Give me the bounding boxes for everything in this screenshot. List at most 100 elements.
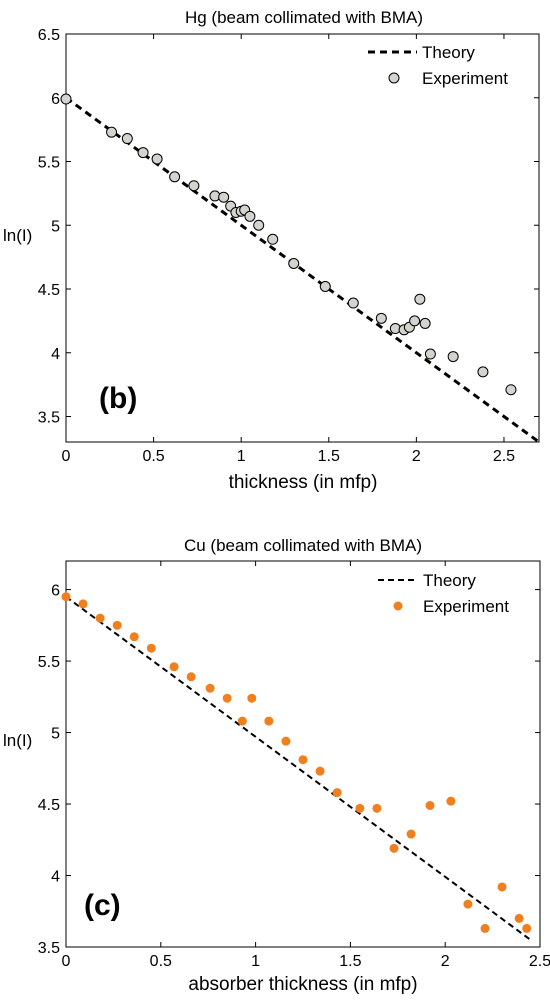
experiment-point: [237, 716, 247, 726]
legend-experiment-label: Experiment: [423, 597, 509, 616]
experiment-point: [78, 599, 88, 609]
experiment-point: [169, 662, 179, 672]
legend-theory-label: Theory: [422, 43, 475, 62]
experiment-point: [137, 147, 149, 159]
experiment-point: [319, 280, 331, 292]
panel-label: (c): [84, 889, 121, 922]
y-tick-label: 5.5: [38, 654, 60, 671]
x-tick-label: 2.5: [529, 953, 550, 970]
experiment-point: [188, 180, 200, 192]
y-tick-label: 4.5: [38, 282, 60, 299]
y-tick-label: 5: [51, 726, 60, 743]
plot-area: [65, 33, 540, 443]
experiment-point: [522, 923, 532, 933]
axis-ticks: 0 0.5 1 1.5 2 2.5 3.5 4 4.5 5 5.5 6 6.5: [38, 27, 539, 465]
legend-theory-label: Theory: [423, 571, 476, 590]
experiment-point: [514, 913, 524, 923]
experiment-point: [205, 683, 215, 693]
experiment-point: [264, 716, 274, 726]
experiment-point: [60, 93, 72, 105]
x-tick-label: 2: [441, 953, 450, 970]
x-axis-label: thickness (in mfp): [229, 472, 378, 493]
plot-area: [65, 560, 541, 948]
x-axis-label: absorber thickness (in mfp): [188, 974, 417, 995]
experiment-point: [355, 803, 365, 813]
experiment-point: [112, 620, 122, 630]
experiment-point: [372, 803, 382, 813]
experiment-point: [281, 736, 291, 746]
experiment-point: [389, 843, 399, 853]
x-tick-label: 0: [62, 448, 71, 465]
chart-title: Cu (beam collimated with BMA): [184, 536, 422, 555]
y-axis-label: ln(I): [3, 731, 32, 750]
y-tick-label: 3.5: [38, 940, 60, 957]
experiment-point: [106, 126, 118, 138]
experiment-point: [505, 384, 517, 396]
experiment-point: [375, 312, 387, 324]
experiment-point: [218, 191, 230, 203]
experiment-point: [247, 693, 257, 703]
x-tick-label: 0: [62, 953, 71, 970]
y-tick-label: 3.5: [38, 410, 60, 427]
experiment-point: [121, 133, 133, 145]
y-tick-label: 4: [51, 346, 60, 363]
experiment-point: [151, 153, 163, 165]
experiment-point: [298, 755, 308, 765]
experiment-point: [424, 348, 436, 360]
experiment-point: [480, 923, 490, 933]
chart-hg: Hg (beam collimated with BMA) 0 0.5 1 1.5 2 2…: [3, 8, 540, 493]
experiment-point: [186, 672, 196, 682]
experiment-point: [414, 293, 426, 305]
experiment-point: [425, 800, 435, 810]
experiment-point: [267, 233, 279, 245]
experiment-point: [222, 693, 232, 703]
y-tick-label: 5: [51, 218, 60, 235]
experiment-point: [477, 366, 489, 378]
axis-ticks: 0 0.5 1 1.5 2 2.5 3.5 4 4.5 5 5.5 6: [38, 561, 550, 970]
chart-cu: Cu (beam collimated with BMA) 0 0.5 1 1.5 2 2…: [3, 536, 550, 995]
experiment-point: [315, 766, 325, 776]
experiment-point: [446, 796, 456, 806]
y-tick-label: 6: [51, 91, 60, 108]
experiment-point: [61, 592, 71, 602]
x-tick-label: 2.5: [493, 448, 515, 465]
experiment-point: [406, 829, 416, 839]
x-tick-label: 1: [237, 448, 246, 465]
experiment-point: [419, 317, 431, 329]
experiment-point: [347, 297, 359, 309]
x-tick-label: 0.5: [142, 448, 164, 465]
experiment-point: [146, 643, 156, 653]
experiment-point: [409, 315, 421, 327]
x-tick-label: 0.5: [150, 953, 172, 970]
experiment-point: [253, 219, 265, 231]
legend-experiment-marker: [393, 601, 403, 611]
panel-label: (b): [99, 382, 137, 415]
data-marks: [60, 93, 540, 444]
x-tick-label: 1.5: [318, 448, 340, 465]
legend-experiment-marker: [388, 72, 400, 84]
y-tick-label: 6: [51, 583, 60, 600]
y-tick-label: 4: [51, 869, 60, 886]
experiment-point: [129, 632, 139, 642]
experiment-point: [447, 351, 459, 363]
data-marks: [61, 592, 532, 941]
y-tick-label: 4.5: [38, 797, 60, 814]
chart-title: Hg (beam collimated with BMA): [185, 8, 423, 27]
x-tick-label: 2: [412, 448, 421, 465]
x-tick-label: 1: [251, 953, 260, 970]
experiment-point: [95, 613, 105, 623]
experiment-point: [288, 258, 300, 269]
experiment-point: [497, 882, 507, 892]
experiment-point: [463, 899, 473, 909]
experiment-point: [244, 210, 256, 222]
theory-line: [65, 595, 532, 941]
experiment-point: [169, 171, 181, 183]
y-axis-label: ln(I): [3, 226, 32, 245]
legend-experiment-label: Experiment: [422, 69, 508, 88]
experiment-point: [332, 788, 342, 798]
legend: Theory Experiment: [368, 43, 508, 88]
x-tick-label: 1.5: [339, 953, 361, 970]
y-tick-label: 6.5: [38, 27, 60, 44]
y-tick-label: 5.5: [38, 155, 60, 172]
